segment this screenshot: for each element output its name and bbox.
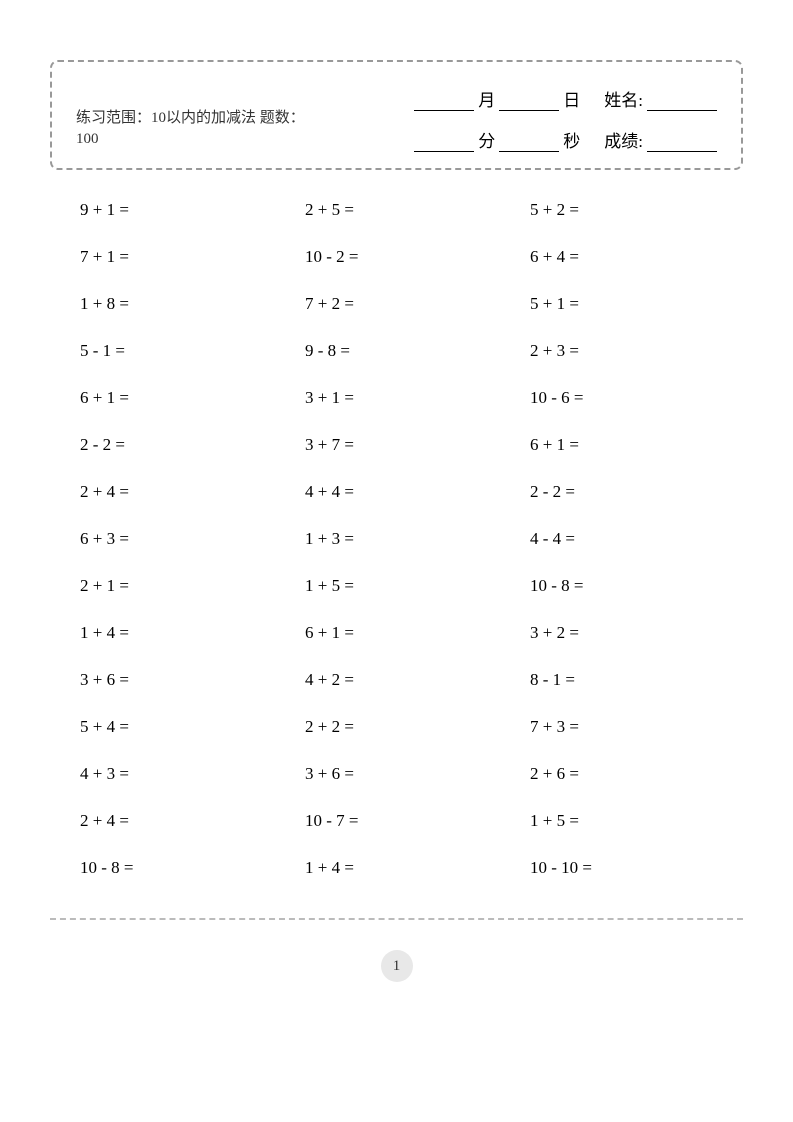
date-name-row: 月 日 姓名: (410, 86, 721, 111)
name-blank[interactable] (647, 110, 717, 111)
day-blank[interactable] (499, 110, 559, 111)
problem-row: 2 + 4 =10 - 7 =1 + 5 = (80, 811, 713, 831)
problem-row: 3 + 6 =4 + 2 =8 - 1 = (80, 670, 713, 690)
problem-cell: 4 + 4 = (305, 482, 530, 502)
problem-row: 5 + 4 =2 + 2 =7 + 3 = (80, 717, 713, 737)
problem-cell: 6 + 1 = (80, 388, 305, 408)
problem-row: 2 + 1 =1 + 5 =10 - 8 = (80, 576, 713, 596)
problem-cell: 6 + 1 = (305, 623, 530, 643)
problem-cell: 2 - 2 = (530, 482, 713, 502)
problem-row: 1 + 8 =7 + 2 =5 + 1 = (80, 294, 713, 314)
problem-cell: 6 + 4 = (530, 247, 713, 267)
score-label: 成绩: (604, 127, 643, 152)
problem-cell: 3 + 7 = (305, 435, 530, 455)
problem-row: 6 + 3 =1 + 3 =4 - 4 = (80, 529, 713, 549)
bottom-divider (50, 918, 743, 920)
problem-cell: 1 + 8 = (80, 294, 305, 314)
problem-cell: 10 - 8 = (80, 858, 305, 878)
problem-cell: 10 - 2 = (305, 247, 530, 267)
problem-cell: 4 - 4 = (530, 529, 713, 549)
problem-cell: 3 + 6 = (80, 670, 305, 690)
problem-cell: 1 + 4 = (80, 623, 305, 643)
problem-cell: 5 + 2 = (530, 200, 713, 220)
problem-cell: 5 + 4 = (80, 717, 305, 737)
second-blank[interactable] (499, 151, 559, 152)
problem-cell: 10 - 10 = (530, 858, 713, 878)
problem-cell: 7 + 3 = (530, 717, 713, 737)
header-fields: 月 日 姓名: 分 秒 成绩: (410, 86, 721, 152)
problem-cell: 10 - 8 = (530, 576, 713, 596)
problem-cell: 9 + 1 = (80, 200, 305, 220)
day-label: 日 (563, 86, 580, 111)
problem-cell: 9 - 8 = (305, 341, 530, 361)
problem-cell: 2 + 6 = (530, 764, 713, 784)
name-label: 姓名: (604, 86, 643, 111)
problem-cell: 1 + 5 = (305, 576, 530, 596)
problem-cell: 2 + 4 = (80, 811, 305, 831)
problem-row: 9 + 1 =2 + 5 =5 + 2 = (80, 200, 713, 220)
problem-row: 1 + 4 =6 + 1 =3 + 2 = (80, 623, 713, 643)
problem-row: 7 + 1 =10 - 2 =6 + 4 = (80, 247, 713, 267)
time-score-row: 分 秒 成绩: (410, 127, 721, 152)
problem-row: 4 + 3 =3 + 6 =2 + 6 = (80, 764, 713, 784)
problem-cell: 3 + 6 = (305, 764, 530, 784)
problem-cell: 8 - 1 = (530, 670, 713, 690)
problem-cell: 10 - 7 = (305, 811, 530, 831)
second-label: 秒 (563, 127, 580, 152)
problem-cell: 5 - 1 = (80, 341, 305, 361)
problem-cell: 6 + 1 = (530, 435, 713, 455)
month-label: 月 (478, 86, 495, 111)
problem-cell: 4 + 3 = (80, 764, 305, 784)
problem-row: 10 - 8 =1 + 4 =10 - 10 = (80, 858, 713, 878)
problem-cell: 1 + 4 = (305, 858, 530, 878)
problem-cell: 5 + 1 = (530, 294, 713, 314)
minute-label: 分 (478, 127, 495, 152)
problem-cell: 1 + 5 = (530, 811, 713, 831)
problem-cell: 6 + 3 = (80, 529, 305, 549)
problem-cell: 10 - 6 = (530, 388, 713, 408)
page-number-wrap: 1 (50, 950, 743, 982)
worksheet-description: 练习范围：10以内的加减法 题数：100 (76, 108, 306, 150)
problem-cell: 4 + 2 = (305, 670, 530, 690)
problem-cell: 2 + 5 = (305, 200, 530, 220)
problem-cell: 7 + 2 = (305, 294, 530, 314)
problem-cell: 3 + 1 = (305, 388, 530, 408)
score-blank[interactable] (647, 151, 717, 152)
problem-cell: 2 + 3 = (530, 341, 713, 361)
problem-cell: 2 - 2 = (80, 435, 305, 455)
problem-row: 6 + 1 =3 + 1 =10 - 6 = (80, 388, 713, 408)
minute-blank[interactable] (414, 151, 474, 152)
problem-row: 2 + 4 =4 + 4 =2 - 2 = (80, 482, 713, 502)
problem-cell: 1 + 3 = (305, 529, 530, 549)
problem-cell: 2 + 1 = (80, 576, 305, 596)
problems-container: 9 + 1 =2 + 5 =5 + 2 =7 + 1 =10 - 2 =6 + … (50, 190, 743, 878)
problem-cell: 2 + 4 = (80, 482, 305, 502)
problem-cell: 7 + 1 = (80, 247, 305, 267)
problem-row: 5 - 1 =9 - 8 =2 + 3 = (80, 341, 713, 361)
page-number: 1 (381, 950, 413, 982)
problem-cell: 3 + 2 = (530, 623, 713, 643)
problem-cell: 2 + 2 = (305, 717, 530, 737)
header-box: 月 日 姓名: 分 秒 成绩: 练习范围：10以内的加减法 题数：100 (50, 60, 743, 170)
problem-row: 2 - 2 =3 + 7 =6 + 1 = (80, 435, 713, 455)
month-blank[interactable] (414, 110, 474, 111)
